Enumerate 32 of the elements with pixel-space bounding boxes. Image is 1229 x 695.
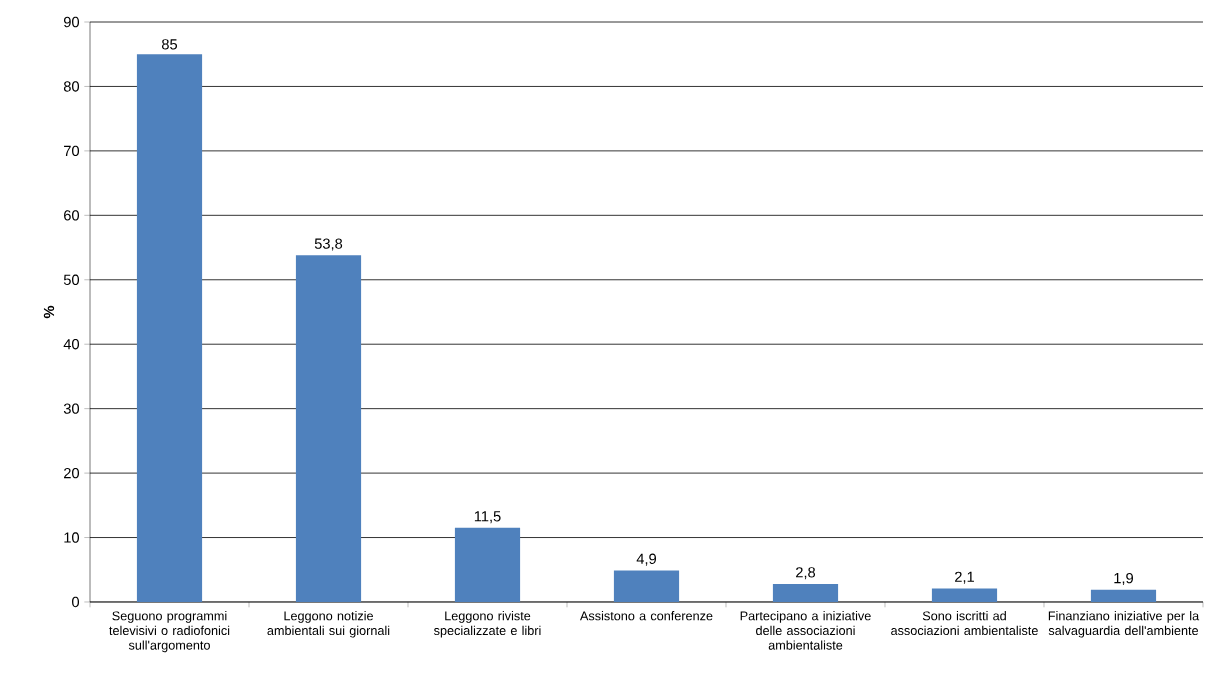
- y-tick-label: 50: [63, 274, 80, 285]
- bar: [931, 588, 998, 602]
- data-label: 1,9: [1114, 572, 1133, 586]
- y-tick-label: 60: [64, 210, 80, 221]
- x-tick-label: Leggono riviste specializzate e libri: [434, 611, 541, 638]
- y-tick-label: 10: [64, 532, 80, 543]
- x-tick-label: Sono iscritti ad associazioni ambientaliste: [891, 611, 1038, 636]
- data-label: 4,9: [636, 553, 656, 566]
- data-label: 85: [161, 39, 178, 50]
- x-tick-label: Seguono programmi televisivi o radiofonici sull'argomento: [109, 611, 230, 653]
- bar: [1090, 589, 1157, 602]
- data-label: 2,1: [955, 571, 974, 584]
- data-label: 53,8: [314, 238, 343, 251]
- y-tick-label: 30: [63, 403, 80, 414]
- bar: [772, 583, 839, 602]
- data-label: 11,5: [474, 511, 501, 524]
- bar: [454, 527, 521, 602]
- y-tick-label: 70: [64, 145, 80, 157]
- data-label: 2,8: [796, 567, 816, 580]
- bar: [613, 570, 680, 602]
- y-tick-label: 90: [63, 16, 80, 28]
- x-tick-label: Leggono notizie ambientali sui giornali: [267, 611, 390, 638]
- bar: [295, 255, 362, 602]
- y-tick-label: 40: [63, 339, 80, 350]
- x-tick-label: Finanziano iniziative per la salvaguardia dell'ambiente: [1048, 611, 1200, 638]
- y-tick-label: 0: [72, 596, 80, 608]
- y-tick-label: 80: [63, 81, 80, 92]
- x-tick-label: Assistono a conferenze: [579, 611, 713, 621]
- y-axis-title: %: [43, 305, 55, 319]
- x-tick-label: Partecipano a iniziative delle associazioni ambientaliste: [740, 611, 871, 650]
- y-tick-label: 20: [64, 467, 80, 479]
- bar: [136, 54, 203, 602]
